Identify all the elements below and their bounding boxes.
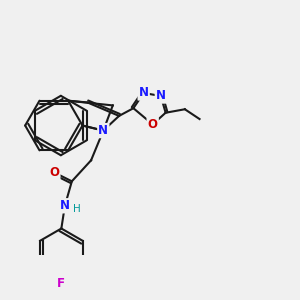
Text: F: F	[57, 277, 65, 290]
Text: N: N	[98, 124, 108, 137]
Text: N: N	[156, 89, 166, 103]
Text: H: H	[73, 204, 81, 214]
Text: O: O	[148, 118, 158, 131]
Text: N: N	[60, 199, 70, 212]
Text: N: N	[139, 86, 149, 100]
Text: O: O	[50, 166, 59, 179]
